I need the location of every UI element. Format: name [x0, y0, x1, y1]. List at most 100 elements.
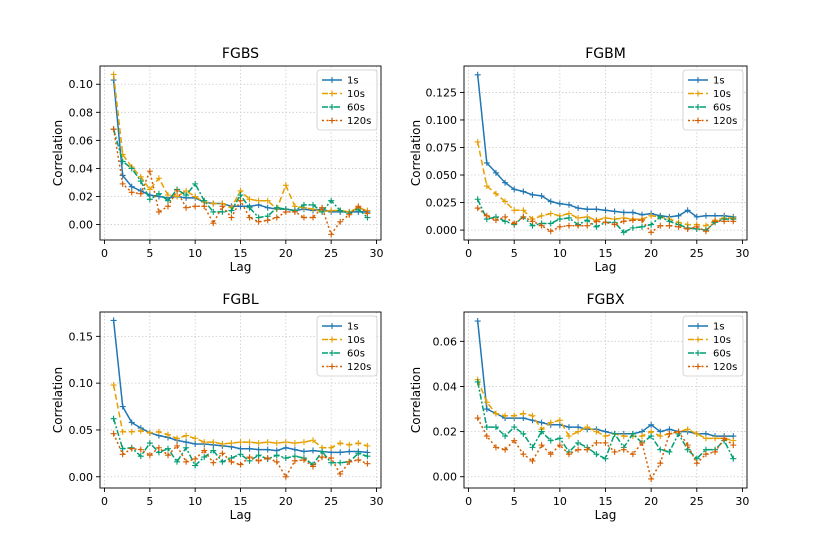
data-point-10s	[328, 444, 335, 451]
data-point-60s	[547, 220, 554, 227]
data-point-1s	[128, 183, 135, 190]
data-point-1s	[565, 201, 572, 208]
data-point-120s	[291, 208, 298, 215]
data-point-1s	[584, 206, 591, 213]
data-point-1s	[511, 186, 518, 193]
data-point-120s	[511, 437, 518, 444]
x-tick-label: 15	[234, 495, 248, 508]
x-tick-label: 30	[369, 247, 383, 260]
data-point-120s	[593, 218, 600, 225]
data-point-60s	[511, 424, 518, 431]
data-point-120s	[192, 203, 199, 210]
data-point-120s	[310, 463, 317, 470]
data-point-10s	[110, 71, 117, 78]
data-point-120s	[538, 442, 545, 449]
y-axis-label: Correlation	[51, 120, 65, 186]
legend-box	[682, 69, 744, 131]
data-point-60s	[593, 223, 600, 230]
data-point-10s	[702, 435, 709, 442]
data-point-120s	[474, 205, 481, 212]
data-point-120s	[237, 197, 244, 204]
data-point-120s	[556, 223, 563, 230]
data-point-10s	[164, 192, 171, 199]
data-point-10s	[192, 435, 199, 442]
legend-label-1s: 1s	[713, 322, 725, 333]
data-point-10s	[237, 439, 244, 446]
data-point-120s	[657, 460, 664, 467]
data-point-10s	[547, 210, 554, 217]
data-point-10s	[174, 435, 181, 442]
data-point-120s	[675, 428, 682, 435]
y-tick-label: 0.00	[433, 471, 458, 484]
data-point-120s	[693, 460, 700, 467]
x-tick-label: 15	[234, 247, 248, 260]
y-tick-label: 0.00	[69, 471, 94, 484]
data-point-60s	[639, 223, 646, 230]
data-point-60s	[648, 221, 655, 228]
data-point-60s	[547, 437, 554, 444]
legend-marker-120s	[695, 363, 701, 370]
data-point-120s	[483, 212, 490, 219]
data-point-60s	[502, 433, 509, 440]
y-axis-label: Correlation	[409, 367, 423, 433]
data-point-60s	[556, 216, 563, 223]
data-point-60s	[483, 424, 490, 431]
data-point-10s	[310, 437, 317, 444]
data-point-1s	[593, 206, 600, 213]
data-point-120s	[210, 459, 217, 466]
data-point-120s	[565, 451, 572, 458]
data-point-120s	[474, 415, 481, 422]
data-point-10s	[474, 138, 481, 145]
y-axis-label: Correlation	[409, 120, 423, 186]
data-point-60s	[319, 448, 326, 455]
data-point-60s	[146, 196, 153, 203]
data-point-10s	[146, 186, 153, 193]
data-point-10s	[639, 433, 646, 440]
data-point-120s	[712, 448, 719, 455]
data-point-60s	[246, 204, 253, 211]
data-point-120s	[300, 456, 307, 463]
legend-marker-10s	[329, 90, 335, 97]
data-point-120s	[164, 203, 171, 210]
data-point-120s	[201, 447, 208, 454]
data-point-120s	[675, 223, 682, 230]
x-tick-label: 15	[599, 495, 613, 508]
panel-fgbl: 0 5 10 15 20 25 30 0.00 0.05 0.10 0.15 FGBL Lag Corre…	[51, 292, 383, 522]
data-point-120s	[565, 222, 572, 229]
data-point-120s	[639, 217, 646, 224]
data-point-120s	[328, 455, 335, 462]
data-point-10s	[282, 182, 289, 189]
data-point-10s	[346, 441, 353, 448]
legend-label-1s: 1s	[347, 322, 359, 333]
data-point-120s	[237, 461, 244, 468]
data-point-120s	[337, 470, 344, 477]
data-point-120s	[611, 448, 618, 455]
data-point-60s	[128, 165, 135, 172]
data-point-120s	[511, 220, 518, 227]
data-point-10s	[264, 197, 271, 204]
x-tick-label: 10	[553, 247, 567, 260]
x-tick-label: 30	[369, 495, 383, 508]
legend-marker-60s	[695, 104, 701, 110]
data-point-120s	[629, 217, 636, 224]
data-point-60s	[282, 455, 289, 462]
y-tick-label: 0.02	[69, 191, 94, 204]
data-point-60s	[730, 455, 737, 462]
data-point-60s	[648, 433, 655, 440]
data-point-10s	[246, 196, 253, 203]
data-point-10s	[575, 428, 582, 435]
data-point-1s	[675, 212, 682, 219]
data-point-10s	[183, 432, 190, 439]
data-point-60s	[164, 445, 171, 452]
data-point-120s	[128, 189, 135, 196]
data-point-120s	[538, 222, 545, 229]
data-point-120s	[666, 222, 673, 229]
data-point-60s	[300, 201, 307, 208]
data-point-1s	[565, 424, 572, 431]
data-point-120s	[291, 457, 298, 464]
x-tick-label: 25	[690, 247, 704, 260]
x-tick-label: 25	[690, 495, 704, 508]
x-tick-label: 5	[146, 495, 153, 508]
x-tick-label: 20	[279, 495, 293, 508]
